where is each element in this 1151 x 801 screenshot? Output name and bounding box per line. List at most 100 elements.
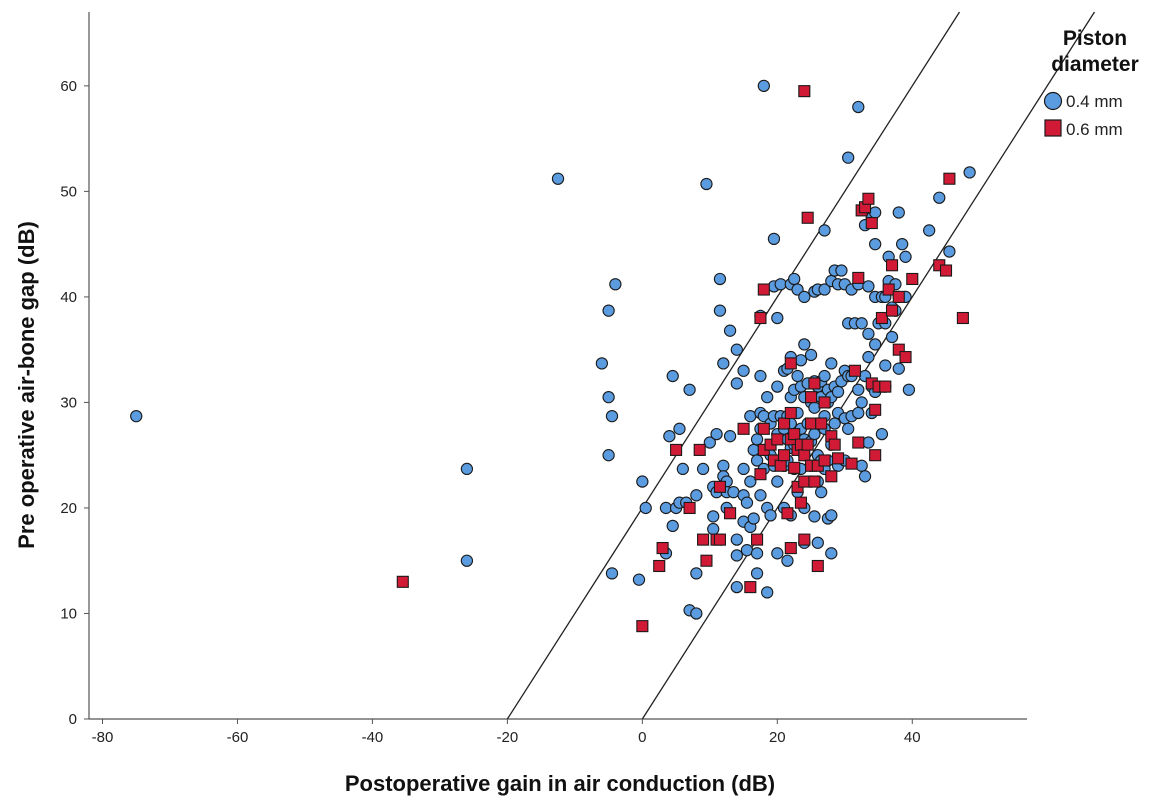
point-0-4mm: [858, 470, 872, 483]
point-0-4mm: [923, 224, 936, 237]
point-0-4mm: [683, 383, 696, 396]
point-0-6mm: [811, 559, 824, 573]
y-tick-label: 0: [69, 711, 77, 728]
x-tick-label: -80: [92, 729, 114, 746]
point-0-4mm: [963, 166, 976, 179]
point-0-4mm: [713, 304, 727, 317]
point-0-4mm: [798, 290, 811, 304]
point-0-4mm: [659, 501, 673, 515]
point-0-6mm: [683, 501, 696, 515]
point-0-4mm: [815, 485, 828, 499]
point-0-4mm: [636, 475, 649, 488]
point-0-4mm: [690, 489, 703, 502]
point-0-4mm: [460, 462, 474, 476]
point-0-6mm: [939, 264, 953, 277]
point-0-4mm: [862, 327, 875, 340]
point-0-6mm: [784, 357, 797, 370]
x-tick-label: 40: [904, 729, 921, 746]
point-0-4mm: [460, 554, 474, 567]
point-0-4mm: [737, 364, 750, 377]
point-0-4mm: [602, 391, 615, 404]
point-0-4mm: [825, 547, 838, 560]
point-0-4mm: [639, 501, 652, 515]
point-0-6mm: [899, 351, 912, 364]
point-0-4mm: [713, 272, 727, 286]
y-tick-label: 20: [60, 500, 77, 517]
x-tick-label: 20: [769, 729, 786, 746]
reference-line: [641, 11, 1096, 720]
point-0-6mm: [774, 459, 787, 472]
point-0-4mm: [761, 586, 774, 599]
point-0-4mm: [747, 443, 760, 457]
x-tick-label: -20: [497, 729, 519, 746]
point-0-6mm: [713, 533, 727, 546]
point-0-4mm: [899, 250, 912, 263]
y-tick-label: 30: [60, 394, 77, 411]
point-0-6mm: [808, 377, 821, 390]
point-0-4mm: [825, 357, 838, 370]
point-0-4mm: [818, 369, 831, 383]
point-0-6mm: [798, 475, 811, 488]
point-0-4mm: [842, 151, 855, 164]
point-0-4mm: [808, 510, 821, 523]
point-0-4mm: [707, 510, 720, 523]
point-0-4mm: [744, 475, 757, 488]
point-0-4mm: [710, 427, 723, 441]
legend-square-icon: [1044, 119, 1062, 137]
point-0-4mm: [798, 338, 811, 351]
point-0-4mm: [828, 417, 841, 430]
point-0-4mm: [842, 422, 855, 435]
point-0-4mm: [862, 280, 875, 293]
point-0-6mm: [865, 216, 878, 230]
point-0-4mm: [744, 410, 757, 423]
point-0-4mm: [717, 357, 730, 370]
data-points: [130, 79, 976, 633]
point-0-4mm: [892, 206, 905, 219]
point-0-6mm: [906, 272, 919, 286]
x-axis-title: Postoperative gain in air conduction (dB…: [345, 771, 775, 796]
point-0-6mm: [805, 391, 818, 404]
point-0-4mm: [835, 264, 848, 277]
point-0-6mm: [862, 192, 875, 205]
point-0-6mm: [818, 454, 831, 467]
point-0-4mm: [896, 237, 909, 251]
point-0-4mm: [666, 519, 679, 533]
point-0-6mm: [801, 211, 814, 224]
y-axis-title: Pre operative air-bone gap (dB): [14, 221, 39, 549]
point-0-4mm: [730, 533, 743, 546]
point-0-4mm: [673, 422, 686, 435]
point-0-6mm: [798, 533, 811, 546]
point-0-4mm: [703, 436, 716, 449]
point-0-6mm: [751, 533, 764, 546]
point-0-6mm: [852, 271, 865, 284]
point-0-4mm: [605, 410, 619, 423]
point-0-6mm: [869, 449, 882, 462]
point-0-4mm: [727, 485, 740, 499]
point-0-4mm: [862, 436, 875, 449]
point-0-6mm: [852, 436, 865, 449]
legend: Piston diameter 0.4 mm 0.6 mm: [1043, 27, 1139, 139]
point-0-4mm: [696, 462, 710, 476]
point-0-4mm: [855, 459, 868, 472]
point-0-4mm: [852, 406, 865, 420]
point-0-4mm: [551, 172, 565, 185]
x-tick-label: -40: [362, 729, 384, 746]
legend-label-0-6mm: 0.6 mm: [1066, 120, 1123, 139]
x-tick-label: -60: [227, 729, 249, 746]
point-0-4mm: [852, 383, 865, 396]
point-0-6mm: [754, 311, 767, 325]
y-tick-label: 50: [60, 183, 77, 200]
point-0-6mm: [815, 417, 828, 430]
point-0-6mm: [885, 304, 899, 317]
point-0-4mm: [771, 380, 784, 393]
point-0-4mm: [774, 278, 787, 291]
point-0-4mm: [818, 283, 831, 296]
point-0-4mm: [771, 311, 784, 325]
point-0-4mm: [869, 237, 882, 251]
point-0-4mm: [700, 177, 713, 191]
point-0-4mm: [750, 433, 764, 446]
point-0-6mm: [670, 443, 683, 456]
point-0-4mm: [818, 224, 831, 237]
point-0-6mm: [794, 496, 807, 509]
point-0-4mm: [717, 459, 730, 472]
